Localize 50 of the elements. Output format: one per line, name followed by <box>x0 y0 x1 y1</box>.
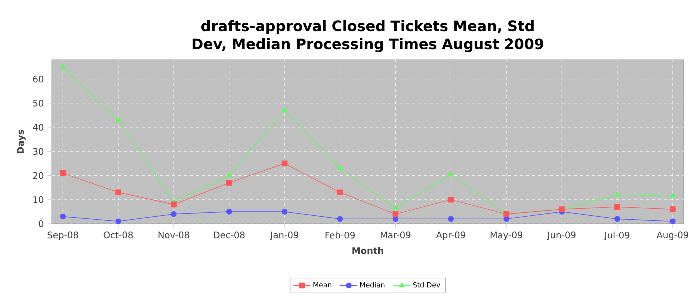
point <box>448 216 454 222</box>
x-tick-label: Apr-09 <box>436 232 466 240</box>
x-tick-label: Sep-08 <box>48 232 78 240</box>
y-tick-label: 60 <box>33 76 44 83</box>
point <box>282 108 288 112</box>
point <box>226 209 232 215</box>
x-tick-label: Dec-08 <box>214 232 245 239</box>
point <box>392 211 399 218</box>
point <box>338 166 343 170</box>
point <box>60 214 66 220</box>
x-tick-label: Aug-09 <box>656 232 688 240</box>
chart-title: drafts-approval Closed Tickets Mean, Std Dev, Median Processing Times August 2009 <box>192 20 544 52</box>
point <box>226 180 232 186</box>
x-tick-label: Jul-09 <box>604 232 630 240</box>
x-tick-label: Jan-09 <box>270 232 299 240</box>
x-tick-label: Feb-09 <box>326 232 355 239</box>
point <box>282 209 288 215</box>
x-tick-label: May-09 <box>490 232 523 240</box>
point <box>116 117 122 122</box>
point <box>448 196 454 203</box>
point <box>60 64 66 69</box>
y-tick-label: 0 <box>39 220 44 228</box>
point <box>116 218 122 224</box>
point <box>337 190 344 196</box>
y-tick-label: 20 <box>33 172 44 180</box>
x-axis-title: Month <box>352 247 384 254</box>
x-tick-label: Nov-08 <box>158 232 190 239</box>
x-tick-label: Jun-09 <box>547 232 576 240</box>
point <box>614 192 620 197</box>
y-tick-label: 30 <box>33 148 44 156</box>
point <box>670 206 676 212</box>
point <box>614 216 620 222</box>
x-tick-label: Mar-09 <box>381 232 411 239</box>
point <box>171 202 177 208</box>
point <box>670 218 676 224</box>
point <box>393 205 398 210</box>
y-tick-label: 40 <box>33 124 44 131</box>
point <box>226 172 232 178</box>
y-tick-label: 10 <box>34 196 44 204</box>
point <box>337 216 344 222</box>
point <box>614 204 620 210</box>
y-tick-label: 50 <box>33 100 44 107</box>
y-axis-title: Days <box>17 130 26 154</box>
point <box>60 170 66 176</box>
x-tick-label: Oct-08 <box>104 232 134 239</box>
point <box>116 190 122 196</box>
point <box>171 211 177 218</box>
point <box>670 193 676 198</box>
point <box>282 160 288 167</box>
point <box>448 172 454 176</box>
